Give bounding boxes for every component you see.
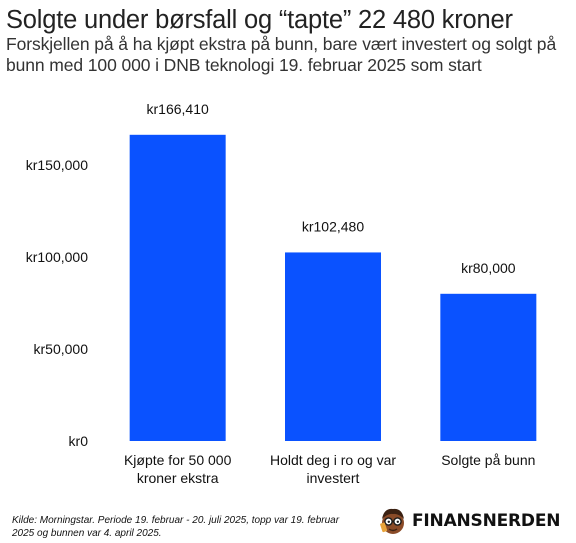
y-tick-label: kr100,000 bbox=[26, 249, 88, 265]
y-axis: kr0 kr50,000 kr100,000 kr150,000 bbox=[26, 157, 88, 449]
data-label-1: kr166,410 bbox=[147, 101, 209, 117]
y-tick-label: kr150,000 bbox=[26, 157, 88, 173]
x-tick-label: Kjøpte for 50 000 bbox=[124, 452, 232, 468]
bar-1 bbox=[129, 134, 226, 441]
brand-logo[interactable]: FINANSNERDEN bbox=[378, 506, 560, 536]
data-label-3: kr80,000 bbox=[461, 260, 516, 276]
x-tick-label: investert bbox=[307, 470, 360, 486]
chart-subtitle: Forskjellen på å ha kjøpt ekstra på bunn… bbox=[6, 34, 557, 75]
brand-name: FINANSNERDEN bbox=[412, 511, 561, 531]
chart-title: Solgte under børsfall og “tapte” 22 480 … bbox=[6, 6, 513, 34]
y-tick-label: kr0 bbox=[69, 433, 89, 449]
data-labels: kr166,410 kr102,480 kr80,000 bbox=[147, 101, 516, 276]
bar-3 bbox=[440, 293, 537, 441]
x-tick-label: Holdt deg i ro og var bbox=[270, 452, 396, 468]
mascot-logo-icon bbox=[380, 508, 404, 534]
y-tick-label: kr50,000 bbox=[34, 341, 89, 357]
bar-2 bbox=[285, 252, 381, 441]
x-tick-label: Solgte på bunn bbox=[441, 452, 535, 468]
x-axis: Kjøpte for 50 000 kroner ekstra Holdt deg … bbox=[124, 452, 535, 486]
source-note: Kilde: Morningstar. Periode 19. februar … bbox=[12, 515, 340, 539]
x-tick-label: kroner ekstra bbox=[137, 470, 219, 486]
bars bbox=[129, 134, 537, 441]
data-label-2: kr102,480 bbox=[302, 218, 364, 234]
